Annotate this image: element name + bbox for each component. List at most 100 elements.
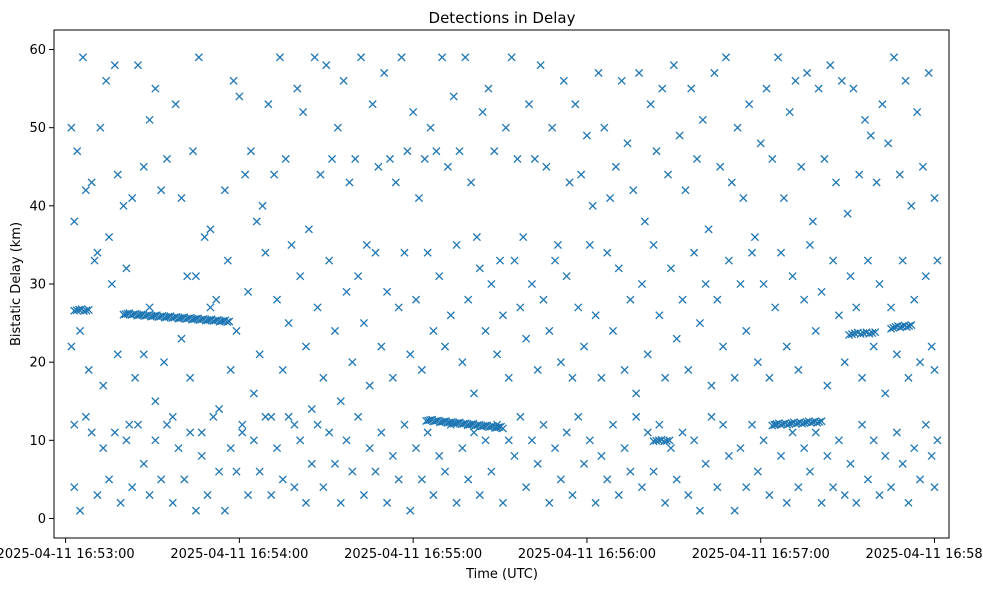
data-point-marker <box>666 444 676 453</box>
data-point-marker <box>440 467 450 476</box>
data-point-marker <box>527 279 536 289</box>
data-point-marker <box>530 154 539 164</box>
data-point-marker <box>756 139 765 148</box>
data-point-marker <box>238 428 247 437</box>
data-point-marker <box>721 53 731 62</box>
data-point-marker <box>238 420 247 429</box>
data-point-marker <box>910 295 919 304</box>
data-point-marker <box>212 295 221 304</box>
data-point-marker <box>388 373 397 382</box>
data-point-marker <box>591 498 600 507</box>
data-point-marker <box>640 217 649 226</box>
data-point-marker <box>281 154 290 164</box>
data-point-marker <box>498 424 508 433</box>
data-point-marker <box>75 305 84 314</box>
data-point-marker <box>556 358 565 367</box>
data-point-marker <box>157 475 166 484</box>
data-point-marker <box>813 418 822 427</box>
data-point-marker <box>177 334 186 343</box>
data-point-marker <box>87 428 96 437</box>
data-point-marker <box>881 451 890 460</box>
data-point-marker <box>672 334 681 343</box>
data-point-marker <box>336 498 345 507</box>
data-point-marker <box>82 306 91 315</box>
data-point-marker <box>649 467 658 476</box>
y-tick-label: 10 <box>29 434 46 449</box>
data-point-marker <box>229 76 238 85</box>
data-point-marker <box>545 498 554 507</box>
data-point-marker <box>76 326 85 335</box>
data-point-marker <box>125 420 134 429</box>
data-point-marker <box>918 162 927 171</box>
data-point-marker <box>800 295 809 304</box>
data-point-marker <box>168 498 177 507</box>
data-point-marker <box>545 326 554 335</box>
data-point-marker <box>834 311 843 320</box>
data-point-marker <box>823 451 832 460</box>
data-point-marker <box>174 444 183 453</box>
data-point-marker <box>522 334 531 343</box>
x-tick-label: 2025-04-11 16:56:00 <box>518 547 656 562</box>
x-tick-label: 2025-04-11 16:53:00 <box>0 547 135 562</box>
data-point-marker <box>768 421 777 430</box>
data-point-marker <box>371 248 380 257</box>
data-point-marker <box>930 365 939 375</box>
data-point-marker <box>730 506 739 515</box>
data-point-marker <box>397 53 406 62</box>
data-point-marker <box>617 76 626 85</box>
data-point-marker <box>837 76 846 85</box>
x-tick-label: 2025-04-11 16:58:00 <box>865 547 983 562</box>
data-point-marker <box>414 193 424 203</box>
data-point-marker <box>658 84 667 93</box>
data-point-marker <box>307 404 316 414</box>
data-point-marker <box>225 317 234 326</box>
data-point-marker <box>495 256 505 265</box>
data-point-marker <box>681 186 690 195</box>
data-point-marker <box>845 330 854 340</box>
data-point-marker <box>776 248 786 257</box>
data-point-marker <box>548 123 557 132</box>
data-point-marker <box>663 170 673 179</box>
data-point-marker <box>177 193 186 203</box>
data-point-marker <box>785 108 794 117</box>
data-point-marker <box>707 412 716 421</box>
data-point-marker <box>374 162 383 171</box>
data-point-marker <box>898 459 907 468</box>
data-point-marker <box>695 506 704 515</box>
data-point-marker <box>620 365 629 375</box>
data-point-marker <box>186 428 195 437</box>
data-point-marker <box>724 256 733 265</box>
data-point-marker <box>875 279 884 289</box>
data-point-marker <box>490 147 499 156</box>
data-point-marker <box>122 436 131 445</box>
data-point-marker <box>770 420 779 429</box>
data-point-marker <box>661 373 670 382</box>
data-point-marker <box>860 115 870 124</box>
data-point-marker <box>635 68 644 78</box>
data-point-marker <box>808 217 817 226</box>
data-point-marker <box>113 170 122 179</box>
data-point-marker <box>730 373 739 382</box>
data-point-marker <box>571 100 580 109</box>
data-point-marker <box>209 412 218 421</box>
data-point-marker <box>319 373 328 382</box>
data-point-marker <box>70 306 79 315</box>
data-point-marker <box>865 329 874 338</box>
data-point-marker <box>510 451 519 460</box>
y-tick-label: 20 <box>29 356 46 371</box>
data-point-marker <box>684 490 693 500</box>
data-point-marker <box>776 420 785 429</box>
data-point-marker <box>516 412 525 421</box>
data-point-marker <box>226 444 235 453</box>
data-point-marker <box>626 295 635 304</box>
data-point-marker <box>67 123 76 132</box>
data-point-marker <box>776 451 786 460</box>
data-point-marker <box>487 467 496 476</box>
data-point-marker <box>440 342 450 351</box>
data-point-marker <box>458 444 467 453</box>
data-point-marker <box>829 256 838 265</box>
data-point-marker <box>840 490 849 500</box>
data-point-marker <box>556 475 565 484</box>
data-point-marker <box>800 418 809 428</box>
data-point-marker <box>753 467 762 476</box>
